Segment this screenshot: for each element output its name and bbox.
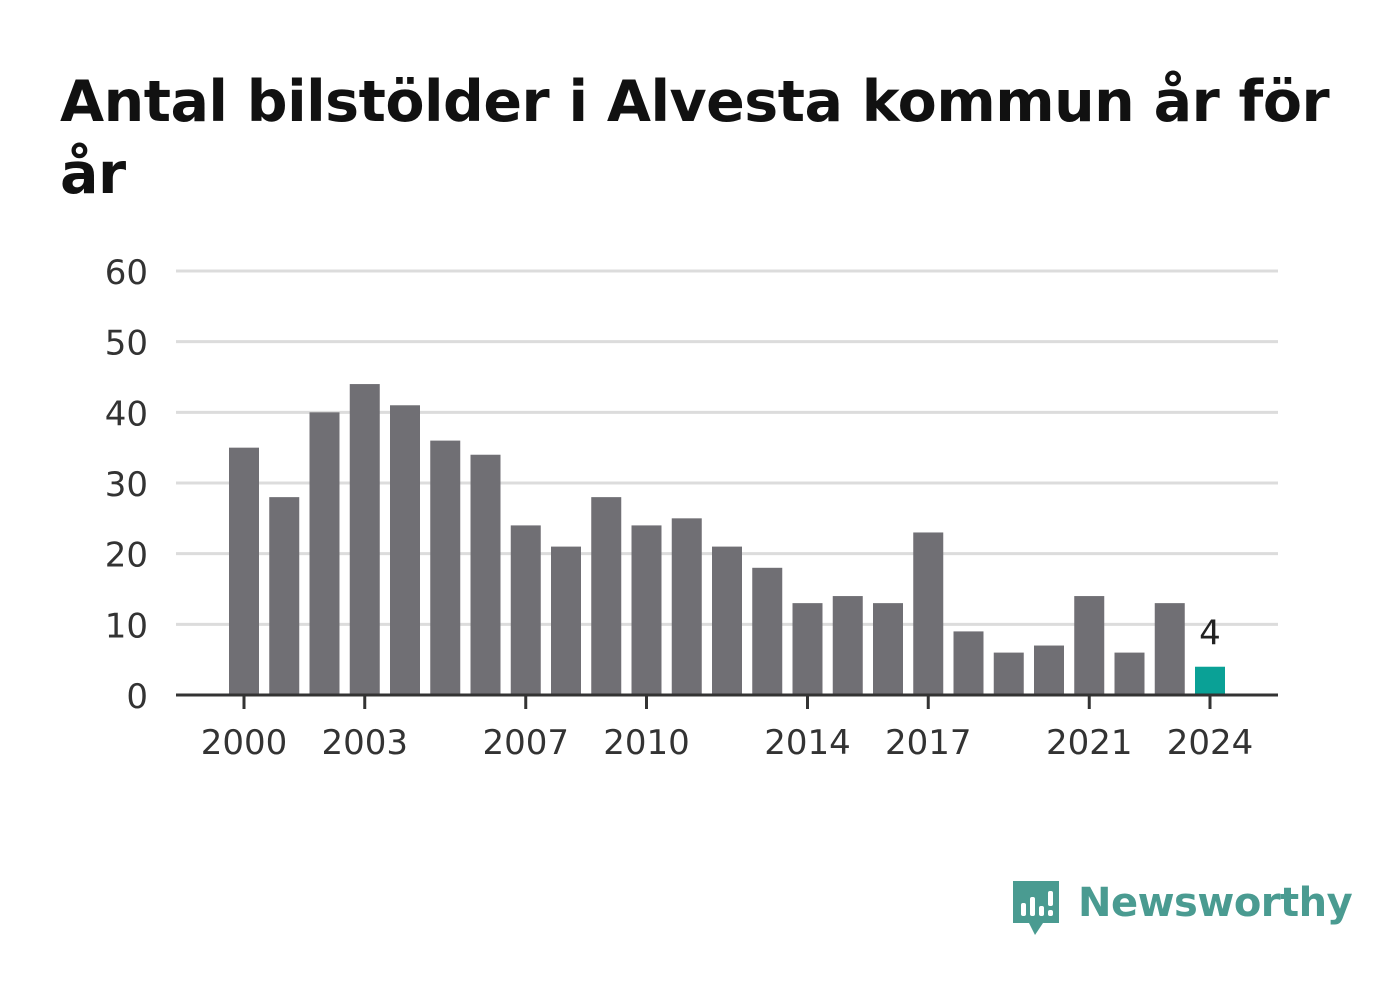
bar [430, 440, 461, 695]
x-tick-label: 2017 [885, 723, 972, 763]
brand-logo: Newsworthy [1010, 878, 1353, 940]
brand-name: Newsworthy [1078, 880, 1353, 926]
bar [792, 603, 823, 695]
x-tick-label: 2007 [482, 723, 569, 763]
bar [993, 652, 1024, 695]
y-tick-label: 30 [105, 465, 148, 505]
bar [591, 497, 622, 695]
bar [752, 567, 783, 695]
data-labels: 4 [1199, 614, 1221, 654]
y-tick-label: 0 [126, 677, 148, 717]
bar [309, 412, 340, 695]
bar [832, 596, 863, 695]
y-tick-label: 60 [105, 253, 148, 293]
bar [953, 631, 984, 695]
y-tick-label: 10 [105, 606, 148, 646]
y-axis-ticks: 0 10 20 30 40 50 60 [105, 253, 148, 717]
bar [1154, 603, 1185, 695]
bar [229, 447, 259, 695]
bar [1114, 652, 1145, 695]
x-tick-label: 2021 [1046, 723, 1133, 763]
bar [873, 603, 903, 695]
bars [229, 384, 1225, 695]
bar [1074, 596, 1105, 695]
x-tick-label: 2000 [201, 723, 288, 763]
y-tick-label: 40 [105, 394, 148, 434]
bar-highlight [1195, 666, 1225, 695]
bar [390, 405, 420, 695]
bar [551, 546, 581, 695]
newsworthy-logo-icon [1013, 881, 1059, 935]
bar [1034, 645, 1064, 695]
x-tick-label: 2003 [321, 723, 408, 763]
y-tick-label: 20 [105, 536, 148, 576]
bar [671, 518, 702, 695]
bar [470, 454, 501, 695]
bar [712, 546, 742, 695]
y-tick-label: 50 [105, 324, 148, 364]
data-label: 4 [1199, 614, 1221, 654]
x-tick-label: 2010 [603, 723, 690, 763]
chart-title: Antal bilstölder i Alvesta kommun år för… [60, 69, 1330, 207]
x-tick-label: 2014 [764, 723, 851, 763]
x-axis-ticks: 2000 2003 2007 2010 2014 2017 2021 2024 [201, 695, 1254, 763]
bar [349, 384, 380, 695]
bar [510, 525, 541, 695]
bar [913, 532, 944, 695]
bar [631, 525, 662, 695]
bar [269, 497, 300, 695]
x-tick-label: 2024 [1167, 723, 1254, 763]
